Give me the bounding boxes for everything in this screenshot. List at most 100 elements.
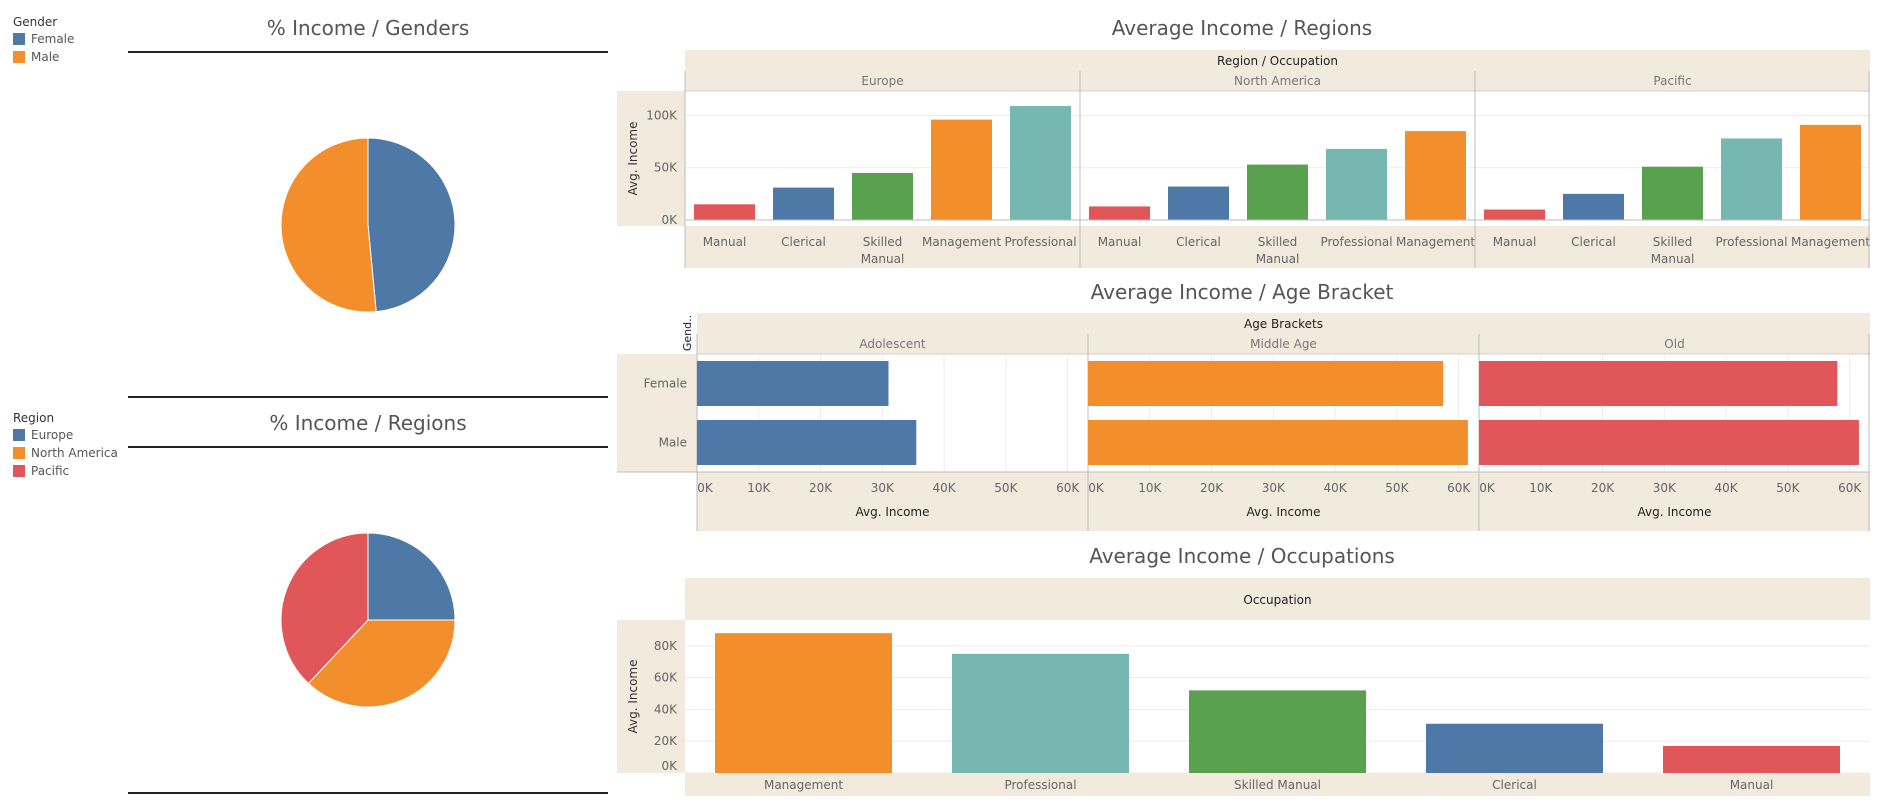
bar-old-male <box>1479 420 1859 465</box>
column-header-background <box>685 578 1870 620</box>
x-tick-label: 50K <box>994 481 1018 495</box>
x-tick-label: Skilled Manual <box>1256 235 1300 266</box>
x-tick-label: 60K <box>1056 481 1080 495</box>
region-legend: Region Europe North America Pacific <box>13 411 118 478</box>
age-bracket-bar-chart: Age Brackets Gend.. Female Male Adolescent 0K… <box>617 313 1870 531</box>
x-tick-label: 30K <box>1653 481 1677 495</box>
row-header-background <box>617 354 697 472</box>
row-header-background <box>617 91 685 226</box>
x-tick-label-line: Manual <box>861 252 905 266</box>
pie-slice-north-america <box>307 619 456 708</box>
x-tick-label: Manual <box>1098 235 1142 249</box>
x-tick-label-line: Manual <box>1256 252 1300 266</box>
divider <box>128 792 608 794</box>
legend-label: North America <box>31 446 118 460</box>
x-tick-label-line: Manual <box>1493 235 1537 249</box>
bar-europe-management <box>931 119 992 220</box>
x-tick-label-line: Management <box>1791 235 1870 249</box>
legend-item-female[interactable]: Female <box>13 32 74 46</box>
y-tick-label: 60K <box>654 671 678 685</box>
panel-header-north-america: North America <box>1234 74 1321 88</box>
x-tick-label: 0K <box>697 481 714 495</box>
occupations-chart-title: Average Income / Occupations <box>1089 544 1395 568</box>
x-axis-title: Avg. Income <box>855 505 929 519</box>
x-tick-label: 30K <box>871 481 895 495</box>
row-header-background <box>617 620 685 773</box>
x-tick-label: 60K <box>1838 481 1862 495</box>
x-tick-label: 40K <box>1324 481 1348 495</box>
legend-item-europe[interactable]: Europe <box>13 428 118 442</box>
x-tick-label-line: Clerical <box>1571 235 1616 249</box>
x-tick-label: 50K <box>1385 481 1409 495</box>
divider <box>128 396 608 398</box>
y-axis-title: Avg. Income <box>626 121 640 195</box>
row-header-title: Gend.. <box>681 315 694 351</box>
pie-regions-title: % Income / Regions <box>269 411 467 435</box>
legend-item-north-america[interactable]: North America <box>13 446 118 460</box>
y-axis-title: Avg. Income <box>626 659 640 733</box>
age-chart-title: Average Income / Age Bracket <box>1090 280 1394 304</box>
bar-adolescent-female <box>697 361 889 406</box>
bar-north-america-clerical <box>1168 186 1229 220</box>
bar-north-america-management <box>1405 131 1466 220</box>
male-swatch <box>13 51 25 63</box>
regions-chart-title: Average Income / Regions <box>1111 16 1373 40</box>
divider <box>128 446 608 448</box>
bar-europe-professional <box>1010 106 1071 220</box>
x-tick-label-line: Skilled <box>863 235 903 249</box>
x-tick-label-line: Clerical <box>781 235 826 249</box>
x-tick-label: 0K <box>1088 481 1105 495</box>
y-tick-label: 20K <box>654 734 678 748</box>
x-tick-label-line: Professional <box>1715 235 1787 249</box>
panel-header: Occupation <box>1243 593 1311 607</box>
x-tick-label: 30K <box>1262 481 1286 495</box>
x-tick-label: 50K <box>1776 481 1800 495</box>
x-tick-label: 20K <box>809 481 833 495</box>
panel-group-header: Region / Occupation <box>1217 54 1338 68</box>
column-header-background <box>697 313 1870 354</box>
x-tick-label: Professional <box>1004 778 1076 792</box>
x-tick-label: 40K <box>1715 481 1739 495</box>
x-tick-label: Clerical <box>1571 235 1616 249</box>
regions-bar-chart: Region / Occupation Avg. Income 0K 50K 100K E… <box>617 50 1870 268</box>
bar-pacific-clerical <box>1563 193 1624 220</box>
x-tick-label-line: Clerical <box>1176 235 1221 249</box>
x-tick-label: Management <box>922 235 1001 249</box>
column-header-background <box>685 50 1870 91</box>
y-tick-label: 100K <box>646 108 678 122</box>
x-tick-label: Manual <box>703 235 747 249</box>
bar-europe-manual <box>694 204 755 220</box>
x-tick-label-line: Skilled <box>1653 235 1693 249</box>
legend-item-male[interactable]: Male <box>13 50 74 64</box>
legend-label: Male <box>31 50 60 64</box>
bar-skilled-manual <box>1189 690 1366 773</box>
y-tick-label: 40K <box>654 702 678 716</box>
x-tick-label: Clerical <box>781 235 826 249</box>
x-tick-label-line: Manual <box>1098 235 1142 249</box>
axis-background <box>685 773 1870 796</box>
y-tick-label: 80K <box>654 639 678 653</box>
gender-legend-title: Gender <box>13 15 58 29</box>
legend-label: Pacific <box>31 464 70 478</box>
pie-slice-female <box>367 137 456 313</box>
x-tick-label: 20K <box>1200 481 1224 495</box>
y-tick-label: 0K <box>661 759 678 773</box>
legend-item-pacific[interactable]: Pacific <box>13 464 118 478</box>
gender-legend: Gender Female Male <box>13 15 74 64</box>
panel-header-old: Old <box>1664 337 1684 351</box>
x-tick-label: Professional <box>1715 235 1787 249</box>
x-tick-label: 20K <box>1591 481 1615 495</box>
x-axis-title: Avg. Income <box>1246 505 1320 519</box>
x-tick-label-line: Professional <box>1320 235 1392 249</box>
x-tick-label: 10K <box>1529 481 1553 495</box>
panel-group-header: Age Brackets <box>1244 317 1323 331</box>
x-tick-label: Professional <box>1320 235 1392 249</box>
bar-pacific-professional <box>1721 138 1782 220</box>
axis-background <box>685 226 1870 268</box>
bar-europe-skilled-manual <box>852 172 913 220</box>
pacific-swatch <box>13 465 25 477</box>
bar-north-america-professional <box>1326 148 1387 220</box>
pie-regions-chart <box>280 532 456 708</box>
x-tick-label-line: Manual <box>1651 252 1695 266</box>
x-tick-label: Skilled Manual <box>861 235 905 266</box>
